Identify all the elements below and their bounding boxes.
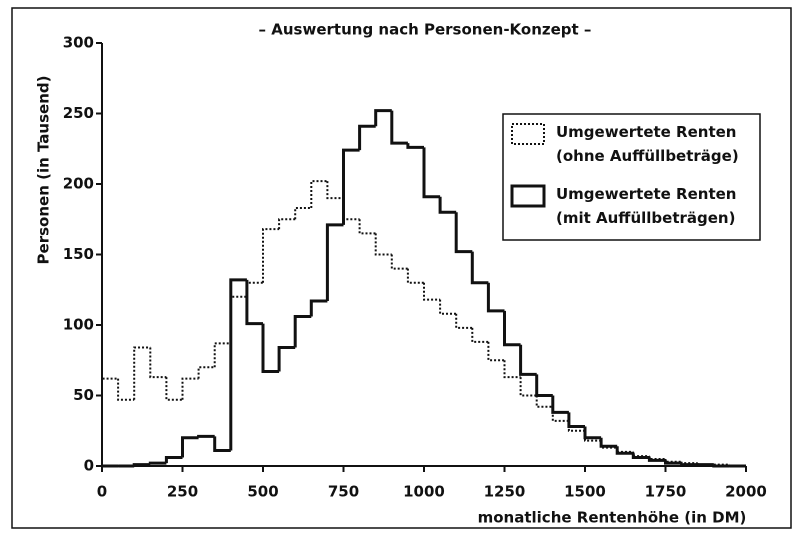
histogram-step <box>213 436 231 452</box>
histogram-step <box>471 327 489 343</box>
histogram-step <box>390 254 408 270</box>
histogram-step <box>358 219 376 235</box>
histogram-step <box>648 456 666 460</box>
histogram-step <box>455 313 473 329</box>
x-tick-label: 0 <box>97 483 107 501</box>
histogram-step <box>616 447 634 453</box>
histogram-step <box>148 461 167 465</box>
legend-swatch <box>510 184 546 208</box>
histogram-step <box>132 463 151 467</box>
x-tick-label: 1000 <box>403 483 445 501</box>
histogram-step <box>277 346 296 372</box>
histogram-step <box>261 323 280 374</box>
histogram-step <box>632 451 650 458</box>
histogram-step <box>615 446 634 455</box>
histogram-step <box>262 228 280 283</box>
histogram-step <box>567 412 585 429</box>
histogram-step <box>164 456 183 464</box>
chart-title: – Auswertung nach Personen-Konzept – <box>259 21 592 39</box>
y-tick-label: 300 <box>63 34 94 52</box>
histogram-step <box>245 279 263 326</box>
histogram-step <box>487 341 505 362</box>
histogram-step <box>486 282 505 313</box>
histogram-step <box>165 377 183 401</box>
histogram-step <box>422 147 441 199</box>
frame <box>11 7 792 529</box>
histogram-step <box>278 218 296 230</box>
histogram-step <box>213 342 231 368</box>
y-tick-label: 250 <box>63 104 94 122</box>
histogram-step <box>229 295 247 344</box>
histogram-step <box>551 395 569 414</box>
histogram-step <box>503 310 521 347</box>
histogram-step <box>390 110 408 145</box>
histogram-step <box>535 374 553 397</box>
histogram-step <box>229 278 247 451</box>
histogram-step <box>293 315 312 348</box>
histogram-step <box>326 181 344 200</box>
x-axis-label: monatliche Rentenhöhe (in DM) <box>478 509 747 527</box>
histogram-step <box>680 461 698 465</box>
histogram-step <box>197 434 215 438</box>
histogram-step <box>583 426 602 440</box>
histogram-step <box>101 377 119 466</box>
histogram-step <box>503 360 521 379</box>
histogram-step <box>181 436 199 458</box>
histogram-step <box>310 180 328 208</box>
histogram-step <box>519 377 537 397</box>
histogram-step <box>197 366 215 379</box>
histogram-step <box>358 124 376 151</box>
histogram-step <box>712 464 730 468</box>
histogram-step <box>342 148 360 225</box>
histogram-step <box>406 268 424 284</box>
histogram-step <box>374 109 392 127</box>
histogram-step <box>438 196 457 214</box>
y-axis-label: Personen (in Tausend) <box>35 76 53 265</box>
histogram-step <box>117 378 135 401</box>
histogram-step <box>406 143 424 149</box>
histogram-step <box>631 453 650 460</box>
histogram-step <box>599 437 618 448</box>
x-tick-label: 1750 <box>645 483 687 501</box>
histogram-step <box>664 460 682 465</box>
histogram-step <box>680 463 698 467</box>
legend <box>502 113 761 241</box>
legend-label: Umgewertete Renten (ohne Auffüllbeträge) <box>556 123 739 165</box>
x-tick-label: 250 <box>167 483 198 501</box>
histogram-step <box>149 347 167 379</box>
histogram-step <box>519 344 537 376</box>
x-tick-label: 2000 <box>725 483 767 501</box>
histogram-step <box>647 457 666 462</box>
histogram-step <box>309 299 328 317</box>
x-tick-label: 1500 <box>564 483 606 501</box>
y-tick-label: 200 <box>63 175 94 193</box>
y-tick-label: 150 <box>63 245 94 263</box>
x-tick-label: 500 <box>247 483 278 501</box>
x-tick-label: 1250 <box>484 483 526 501</box>
y-tick-label: 0 <box>84 457 94 475</box>
x-tick-label: 750 <box>328 483 359 501</box>
histogram-step <box>133 346 151 400</box>
histogram-step <box>374 233 392 256</box>
legend-swatch <box>511 123 545 145</box>
y-tick-label: 50 <box>73 386 94 404</box>
histogram-step <box>181 377 199 400</box>
histogram-step <box>454 212 473 254</box>
histogram-step <box>325 223 344 302</box>
histogram-step <box>470 251 489 285</box>
histogram-step <box>294 206 312 220</box>
histogram-step <box>567 420 585 432</box>
histogram-step <box>664 458 682 463</box>
histogram-step <box>423 282 441 301</box>
histogram-step <box>245 281 263 297</box>
histogram-step <box>439 299 457 315</box>
histogram-step <box>584 430 602 442</box>
histogram-step <box>535 395 553 408</box>
legend-label: Umgewertete Renten (mit Auffüllbeträgen) <box>556 185 736 227</box>
histogram-step <box>342 198 360 221</box>
y-tick-label: 100 <box>63 316 94 334</box>
